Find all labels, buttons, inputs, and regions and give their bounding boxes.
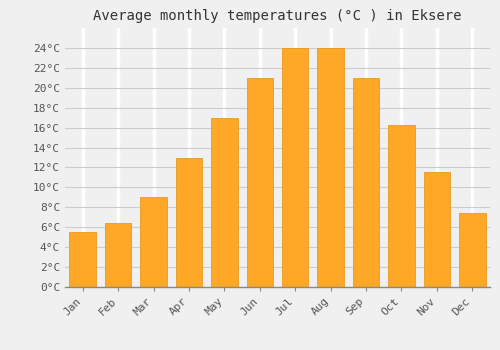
Bar bbox=[388, 125, 414, 287]
Bar bbox=[282, 48, 308, 287]
Bar bbox=[140, 197, 167, 287]
Title: Average monthly temperatures (°C ) in Eksere: Average monthly temperatures (°C ) in Ek… bbox=[93, 9, 462, 23]
Bar bbox=[176, 158, 202, 287]
Bar bbox=[353, 78, 380, 287]
Bar bbox=[70, 232, 96, 287]
Bar bbox=[246, 78, 273, 287]
Bar bbox=[318, 48, 344, 287]
Bar bbox=[459, 213, 485, 287]
Bar bbox=[105, 223, 132, 287]
Bar bbox=[211, 118, 238, 287]
Bar bbox=[424, 173, 450, 287]
